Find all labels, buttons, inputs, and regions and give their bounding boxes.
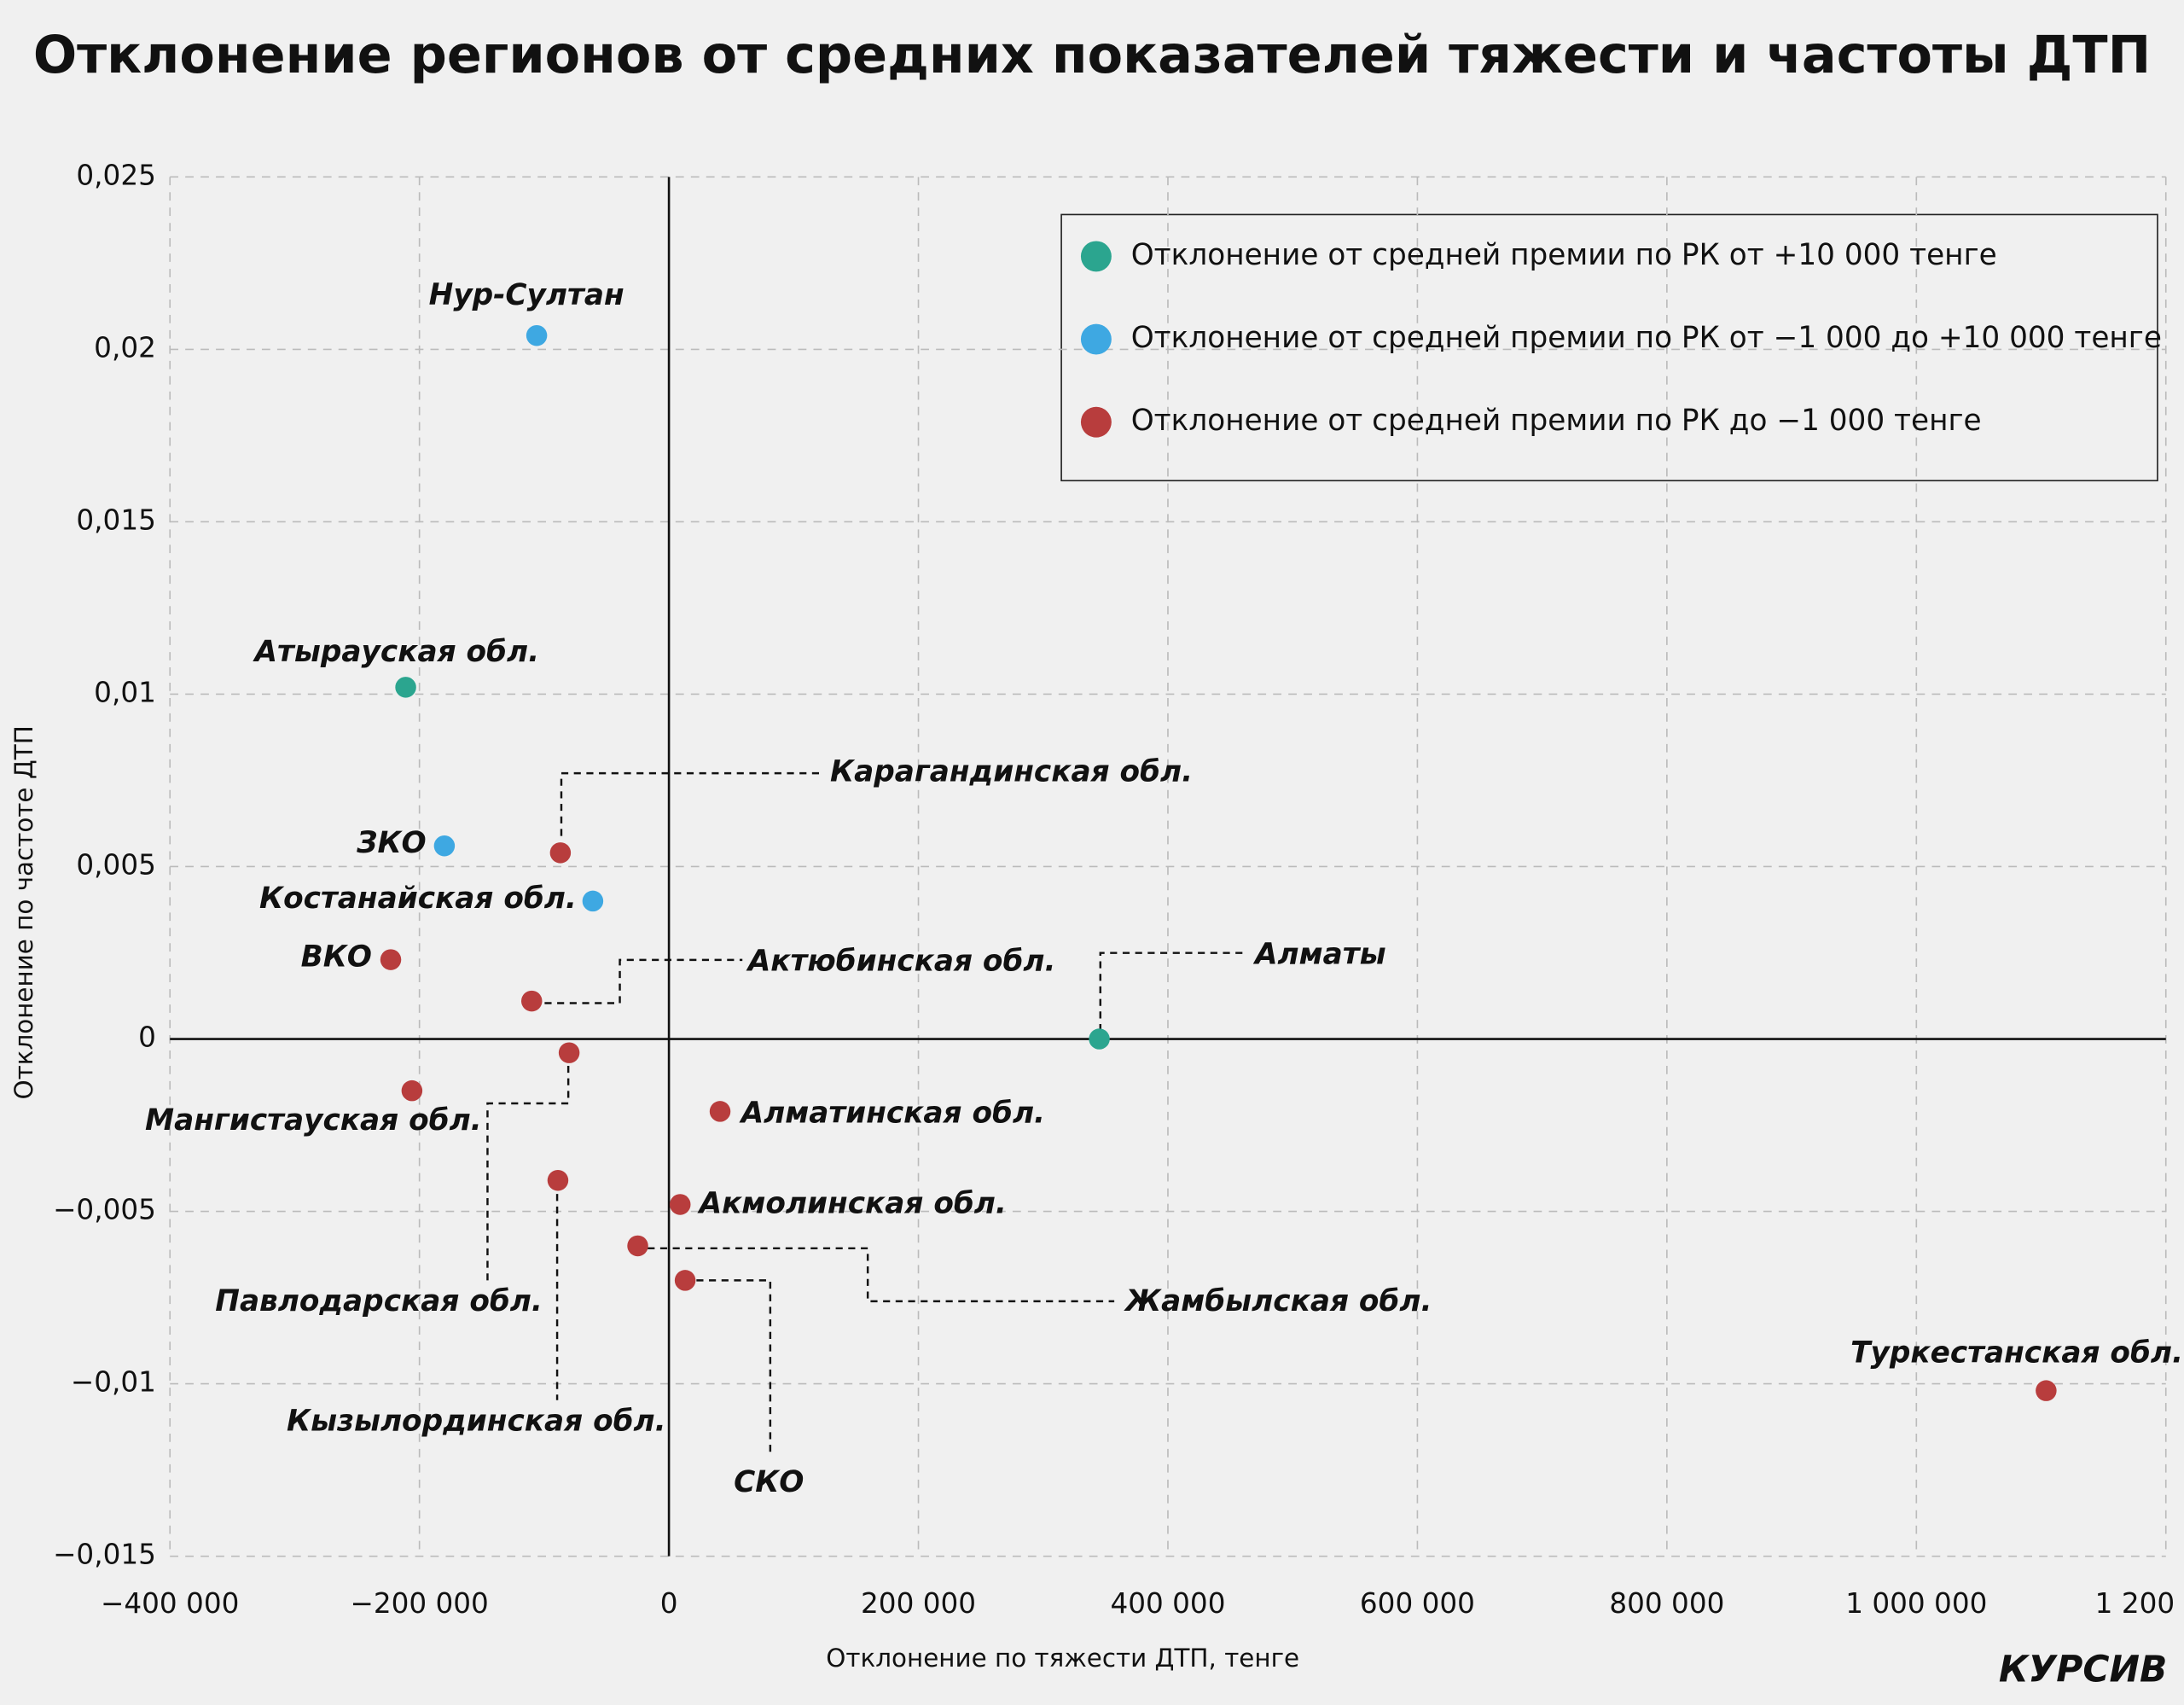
y-tick-label: 0,025 [76,159,155,191]
leader-line [648,1247,1115,1303]
x-tick-label: 0 [660,1587,678,1620]
leader-line [486,1065,570,1283]
legend-label: Отклонение от средней премии по РК до −1… [1131,404,1982,438]
point [1089,1028,1110,1050]
x-tick-label: −200 000 [350,1587,488,1620]
legend-marker [1080,323,1112,355]
point [521,990,543,1012]
x-tick-label: 600 000 [1360,1587,1475,1620]
x-axis-label: Отклонение по тяжести ДТП, тенге [826,1644,1299,1673]
point-label: Туркестанская обл. [1850,1335,2183,1370]
x-tick-label: 200 000 [861,1587,976,1620]
legend-marker [1080,406,1112,438]
point [2036,1380,2057,1401]
point [549,842,572,864]
x-tick-label: 1 000 000 [1845,1587,1987,1620]
point-label: Мангистауская обл. [145,1103,482,1138]
y-tick-label: −0,01 [71,1366,156,1399]
point [401,1079,423,1102]
point-label: ВКО [301,940,372,975]
logo: КУРСИВ [1999,1650,2168,1691]
y-tick-label: 0,01 [94,676,156,708]
legend-label: Отклонение от средней премии по РК от +1… [1131,238,1997,272]
point-label: Жамбылская обл. [1124,1284,1432,1318]
point [674,1270,696,1291]
point [627,1235,648,1257]
y-tick-label: 0 [138,1021,156,1054]
x-tick-label: −400 000 [101,1587,239,1620]
point-label: Костанайская обл. [259,882,577,916]
point [709,1101,731,1122]
point-label: Актюбинская обл. [746,945,1056,979]
point [670,1194,691,1215]
y-tick-label: 0,015 [76,503,155,536]
y-tick-label: −0,005 [53,1194,156,1226]
point [395,677,416,698]
point [547,1169,569,1191]
point-label: Атырауская обл. [253,635,540,669]
leader-line [560,771,820,836]
x-tick-label: 400 000 [1110,1587,1225,1620]
leader-line [696,1279,772,1457]
point-label: СКО [734,1465,804,1499]
point [433,835,456,857]
point-label: Акмолинская обл. [697,1187,1007,1221]
point-label: Карагандинская обл. [830,755,1193,789]
point-label: Павлодарская обл. [215,1284,543,1318]
leader-line [531,958,743,1004]
point [558,1042,580,1063]
leader-line [1099,951,1247,1032]
point-label: Нур-Султан [429,278,624,312]
point [526,324,548,346]
chart-title: Отклонение регионов от средних показател… [33,26,2151,85]
y-tick-label: 0,02 [94,331,156,364]
point-label: Алматинская обл. [739,1097,1046,1131]
point-label: Кызылординская обл. [287,1404,666,1438]
y-tick-label: −0,015 [53,1539,156,1571]
point [380,949,402,970]
x-tick-label: 800 000 [1609,1587,1724,1620]
point-label: Алматы [1252,937,1386,971]
y-axis-label: Отклонение по частоте ДТП [9,725,38,1099]
point-label: ЗКО [356,826,426,860]
point [582,890,604,912]
y-tick-label: 0,005 [76,848,155,881]
legend-label: Отклонение от средней премии по РК от −1… [1131,321,2162,355]
legend-marker [1080,241,1112,272]
x-tick-label: 1 200 000 [2095,1587,2184,1620]
legend-box [1060,213,2158,482]
